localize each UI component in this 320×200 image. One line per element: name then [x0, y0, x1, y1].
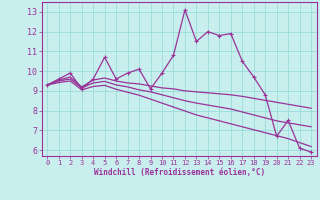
X-axis label: Windchill (Refroidissement éolien,°C): Windchill (Refroidissement éolien,°C)	[94, 168, 265, 177]
